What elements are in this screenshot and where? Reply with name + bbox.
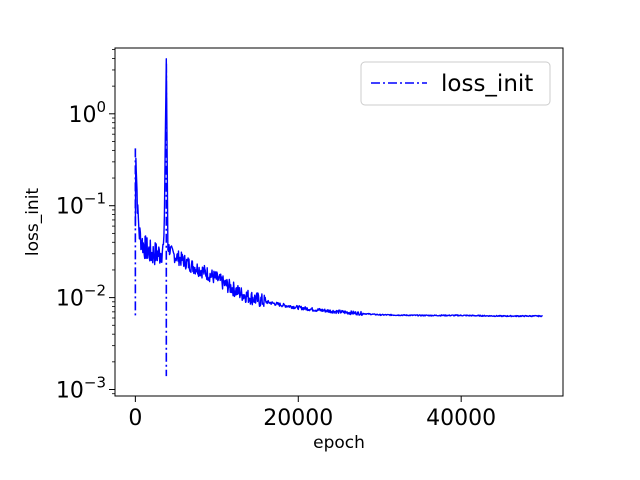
x-tick-label: 20000 <box>263 406 333 431</box>
y-tick-label: 10−2 <box>56 282 106 312</box>
y-axis-ticks: 10−3 10−2 10−1 100 <box>56 49 115 404</box>
y-tick-label: 10−3 <box>56 374 106 404</box>
x-tick-label: 0 <box>128 406 142 431</box>
x-tick-label: 40000 <box>426 406 496 431</box>
legend: loss_init <box>360 61 551 106</box>
plot-area <box>134 58 543 377</box>
axes-frame <box>114 47 564 397</box>
x-axis-label: epoch <box>313 433 365 453</box>
y-tick-label: 100 <box>68 98 106 128</box>
legend-box <box>360 61 551 106</box>
legend-label: loss_init <box>441 71 533 97</box>
x-axis-ticks: 0 20000 40000 <box>128 396 496 431</box>
y-tick-label: 10−1 <box>56 190 106 220</box>
series-line-loss_init <box>134 58 543 318</box>
y-axis-label: loss_init <box>23 188 43 257</box>
